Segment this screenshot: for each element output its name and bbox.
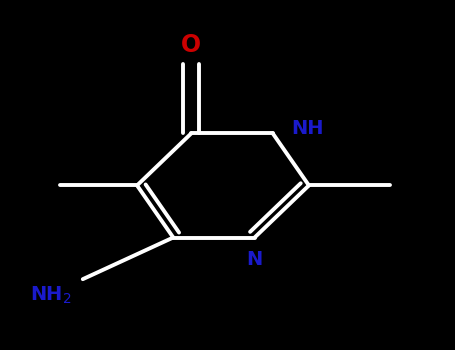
Text: NH$_2$: NH$_2$ [30,284,71,306]
Text: NH: NH [291,119,324,138]
Text: O: O [181,33,202,57]
Text: N: N [247,250,263,269]
